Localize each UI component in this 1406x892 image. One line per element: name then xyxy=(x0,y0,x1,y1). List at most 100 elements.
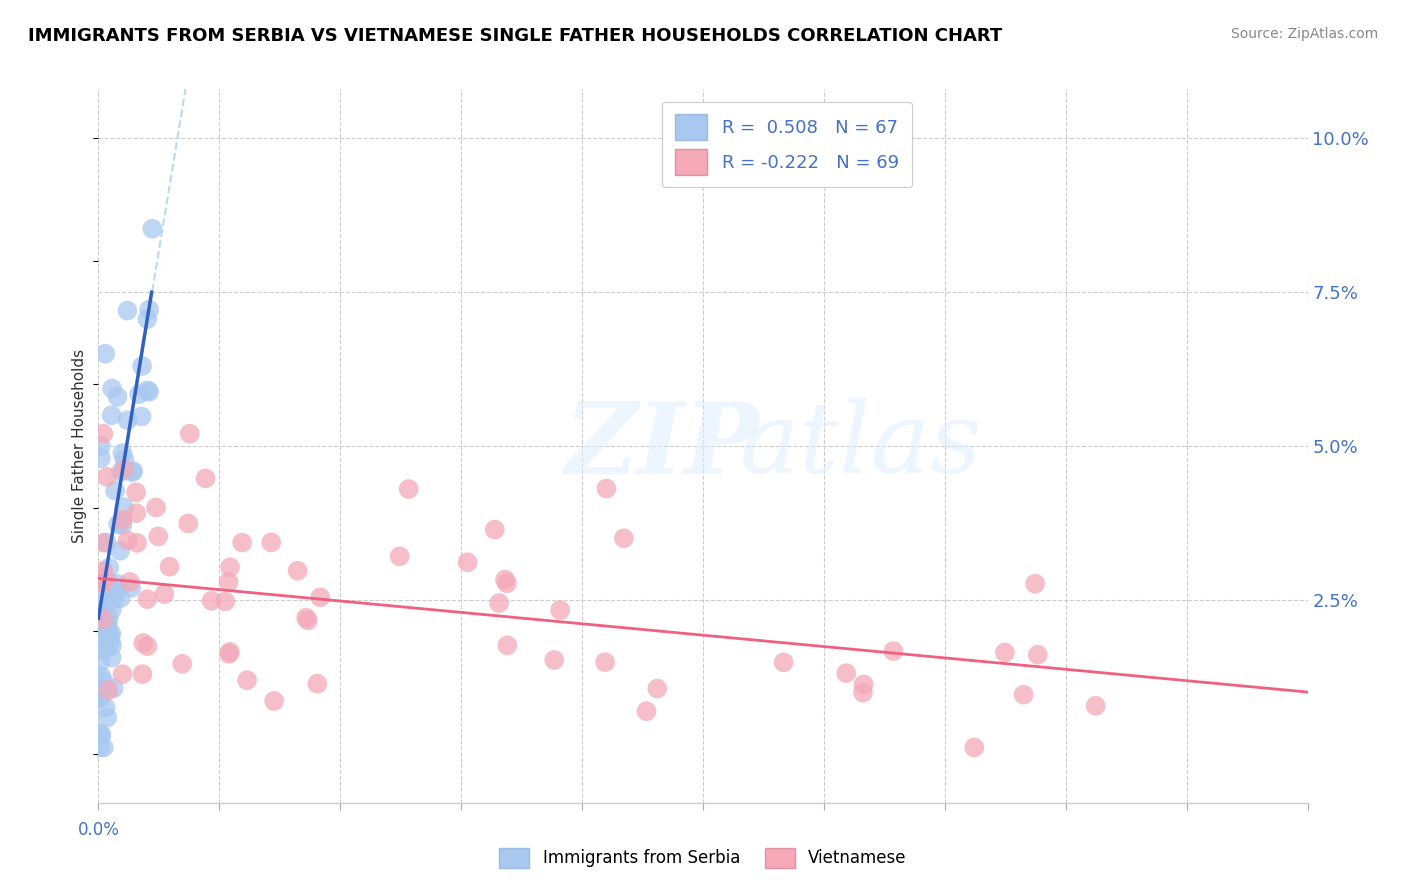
Point xyxy=(132,636,155,650)
Point xyxy=(636,704,658,718)
Point xyxy=(131,359,153,373)
Point xyxy=(89,688,111,702)
Point xyxy=(136,592,159,607)
Point xyxy=(97,619,120,633)
Point xyxy=(117,533,139,548)
Point xyxy=(593,655,616,669)
Text: atlas: atlas xyxy=(740,399,981,493)
Point xyxy=(125,536,148,550)
Point xyxy=(94,642,117,657)
Point xyxy=(111,518,134,533)
Point xyxy=(236,673,259,688)
Point xyxy=(141,221,163,235)
Point xyxy=(772,655,794,669)
Point xyxy=(112,462,135,476)
Point xyxy=(398,482,420,496)
Point xyxy=(91,535,114,549)
Point xyxy=(131,667,153,681)
Point xyxy=(159,559,181,574)
Point xyxy=(97,574,120,589)
Point xyxy=(100,634,122,648)
Point xyxy=(128,387,150,401)
Point xyxy=(177,516,200,531)
Point xyxy=(194,471,217,485)
Point xyxy=(219,645,242,659)
Point xyxy=(89,602,111,616)
Point xyxy=(231,535,253,549)
Point xyxy=(297,613,319,627)
Point xyxy=(153,587,176,601)
Point xyxy=(218,647,240,661)
Point xyxy=(98,589,121,603)
Legend: R =  0.508   N = 67, R = -0.222   N = 69: R = 0.508 N = 67, R = -0.222 N = 69 xyxy=(662,102,911,187)
Point xyxy=(96,535,118,549)
Point xyxy=(111,513,134,527)
Point xyxy=(97,683,120,698)
Point xyxy=(118,574,141,589)
Point xyxy=(595,482,617,496)
Point xyxy=(125,485,148,500)
Point xyxy=(91,612,114,626)
Point xyxy=(496,576,519,591)
Point xyxy=(91,564,114,578)
Point xyxy=(90,682,112,697)
Point xyxy=(138,384,160,399)
Point xyxy=(110,465,132,479)
Point xyxy=(1084,698,1107,713)
Point xyxy=(108,544,131,558)
Point xyxy=(112,500,135,515)
Point xyxy=(148,529,170,543)
Point xyxy=(103,681,125,696)
Point xyxy=(172,657,194,671)
Point xyxy=(100,603,122,617)
Point xyxy=(93,588,115,602)
Point xyxy=(852,677,875,691)
Point xyxy=(494,573,516,587)
Point xyxy=(96,710,118,724)
Point xyxy=(263,694,285,708)
Text: IMMIGRANTS FROM SERBIA VS VIETNAMESE SINGLE FATHER HOUSEHOLDS CORRELATION CHART: IMMIGRANTS FROM SERBIA VS VIETNAMESE SIN… xyxy=(28,27,1002,45)
Text: 0.0%: 0.0% xyxy=(77,821,120,838)
Point xyxy=(179,426,201,441)
Point xyxy=(125,506,148,520)
Point xyxy=(309,591,332,605)
Point xyxy=(93,632,115,647)
Point xyxy=(136,639,159,653)
Point xyxy=(645,681,668,696)
Point xyxy=(145,500,167,515)
Point xyxy=(835,666,858,681)
Point xyxy=(107,517,129,532)
Y-axis label: Single Father Households: Single Father Households xyxy=(72,349,87,543)
Point xyxy=(90,607,112,621)
Point xyxy=(91,576,114,591)
Point xyxy=(219,560,242,574)
Point xyxy=(91,426,114,441)
Point xyxy=(121,465,143,479)
Point xyxy=(200,594,222,608)
Point xyxy=(96,615,118,630)
Point xyxy=(90,726,112,740)
Point xyxy=(131,409,153,424)
Point xyxy=(111,446,134,460)
Point xyxy=(90,642,112,657)
Point xyxy=(260,535,283,549)
Point xyxy=(457,555,479,569)
Point xyxy=(488,596,510,610)
Point xyxy=(117,413,139,427)
Point xyxy=(388,549,411,564)
Point xyxy=(94,571,117,585)
Point xyxy=(852,685,875,699)
Point xyxy=(89,655,111,669)
Point xyxy=(484,523,506,537)
Point xyxy=(100,627,122,641)
Point xyxy=(287,564,309,578)
Point xyxy=(613,531,636,545)
Point xyxy=(1024,576,1046,591)
Point xyxy=(295,611,318,625)
Point xyxy=(117,303,139,318)
Point xyxy=(96,469,118,483)
Point xyxy=(103,592,125,607)
Point xyxy=(214,594,236,608)
Point xyxy=(94,700,117,714)
Point xyxy=(90,729,112,743)
